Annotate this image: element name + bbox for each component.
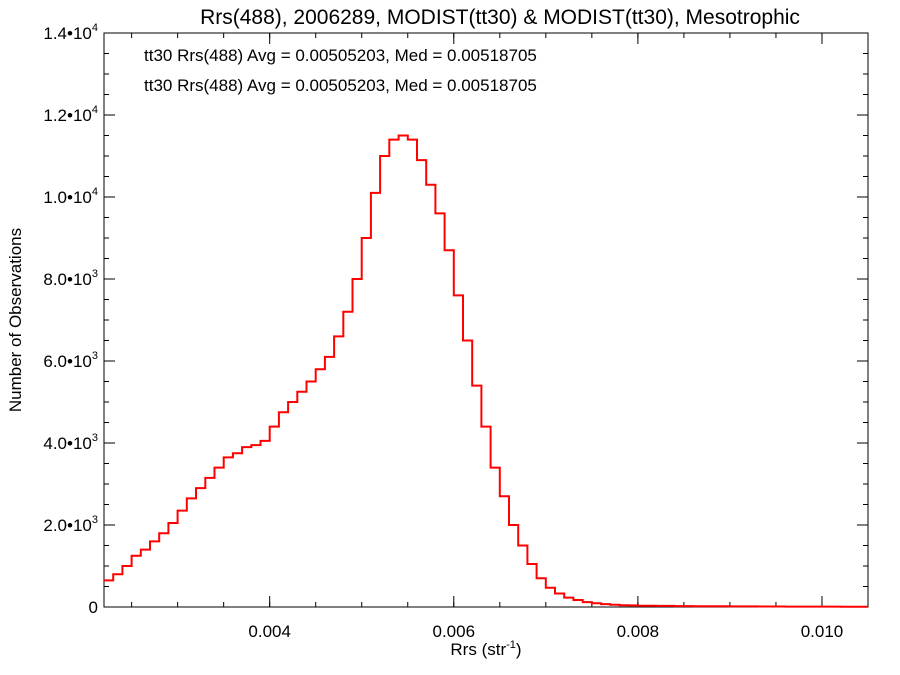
legend-entry-black: tt30 Rrs(488) Avg = 0.00505203, Med = 0.… bbox=[144, 46, 537, 65]
y-tick-mantissa: 1.4•10 bbox=[43, 24, 92, 43]
x-axis-label-close: ) bbox=[516, 640, 522, 659]
y-tick-mantissa: 2.0•10 bbox=[43, 516, 92, 535]
y-tick-exponent: 3 bbox=[92, 514, 98, 526]
y-tick-label: 8.0•103 bbox=[43, 268, 98, 289]
x-axis-label-main: Rrs (str bbox=[450, 640, 506, 659]
y-tick-exponent: 4 bbox=[92, 104, 98, 116]
y-tick-mantissa: 1.0•10 bbox=[43, 188, 92, 207]
y-tick-exponent: 3 bbox=[92, 268, 98, 280]
x-axis-label: Rrs (str-1) bbox=[450, 639, 521, 659]
y-tick-exponent: 4 bbox=[92, 186, 98, 198]
x-tick-label: 0.004 bbox=[248, 622, 291, 641]
y-tick-label: 1.0•104 bbox=[43, 186, 98, 207]
y-tick-label: 4.0•103 bbox=[43, 432, 98, 453]
y-tick-label: 6.0•103 bbox=[43, 350, 98, 371]
y-tick-exponent: 4 bbox=[92, 22, 98, 34]
axis-ticks bbox=[104, 32, 869, 608]
x-axis-tick-labels: 0.004 0.006 0.008 0.010 bbox=[248, 622, 843, 641]
x-tick-label: 0.006 bbox=[433, 622, 476, 641]
y-tick-mantissa: 0 bbox=[89, 598, 98, 617]
y-tick-exponent: 3 bbox=[92, 432, 98, 444]
legend: tt30 Rrs(488) Avg = 0.00505203, Med = 0.… bbox=[144, 46, 537, 95]
histogram-series-line bbox=[104, 134, 868, 608]
legend-entry-red: tt30 Rrs(488) Avg = 0.00505203, Med = 0.… bbox=[144, 76, 537, 95]
y-tick-label: 2.0•103 bbox=[43, 514, 98, 535]
y-tick-label: 1.2•104 bbox=[43, 104, 98, 125]
y-tick-mantissa: 1.2•10 bbox=[43, 106, 92, 125]
x-axis-label-superscript: -1 bbox=[506, 639, 516, 651]
x-tick-label: 0.008 bbox=[617, 622, 660, 641]
y-axis-label: Number of Observations bbox=[6, 228, 25, 412]
y-tick-label: 1.4•104 bbox=[43, 22, 98, 43]
y-tick-exponent: 3 bbox=[92, 350, 98, 362]
y-tick-mantissa: 8.0•10 bbox=[43, 270, 92, 289]
y-tick-label: 0 bbox=[89, 598, 98, 617]
chart-title: Rrs(488), 2006289, MODIST(tt30) & MODIST… bbox=[200, 6, 800, 29]
y-tick-mantissa: 4.0•10 bbox=[43, 434, 92, 453]
y-axis-tick-labels: 02.0•1034.0•1036.0•1038.0•1031.0•1041.2•… bbox=[43, 22, 98, 617]
x-tick-label: 0.010 bbox=[801, 622, 844, 641]
y-tick-mantissa: 6.0•10 bbox=[43, 352, 92, 371]
plot-frame bbox=[103, 32, 869, 608]
